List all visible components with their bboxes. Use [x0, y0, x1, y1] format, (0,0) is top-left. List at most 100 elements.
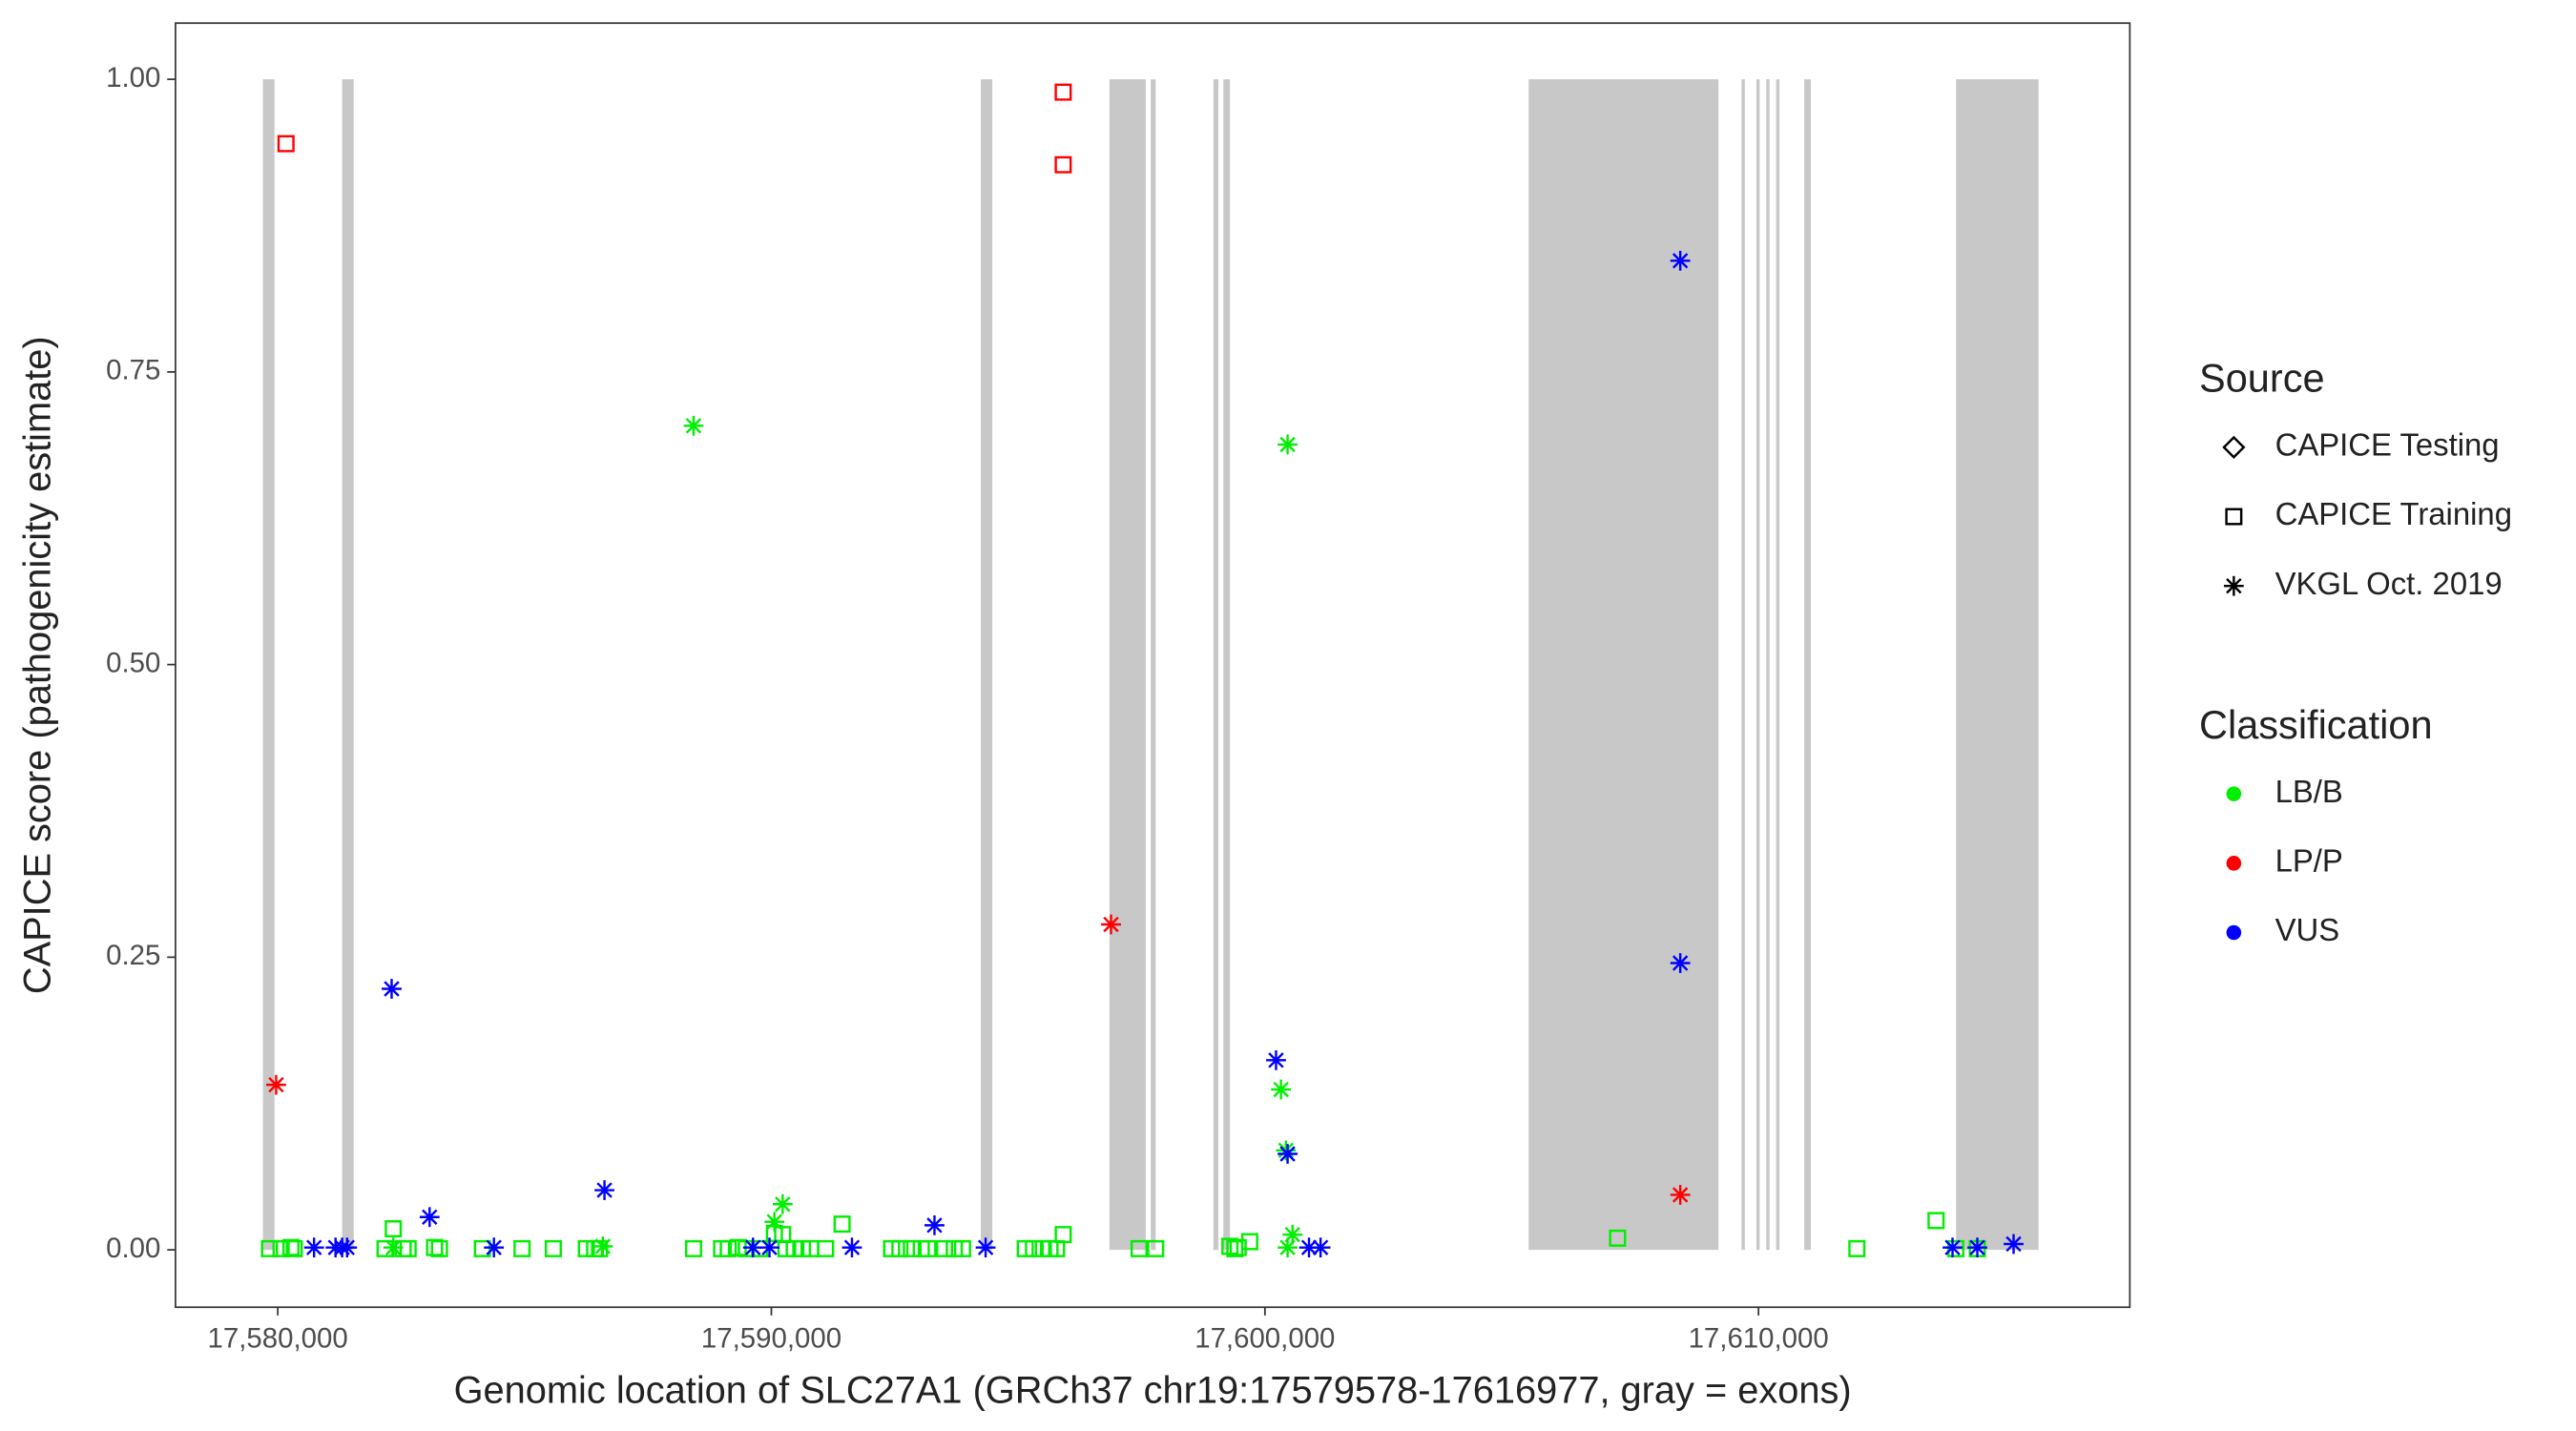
- asterisk-point: [1282, 1224, 1303, 1245]
- square-point: [544, 1239, 562, 1257]
- square-point: [684, 1239, 702, 1257]
- marker: [1672, 955, 1689, 971]
- square-point: [935, 1239, 953, 1257]
- legend-title: Source: [2199, 356, 2325, 401]
- asterisk-point: [382, 979, 402, 999]
- marker: [1054, 83, 1072, 101]
- square-point: [953, 1239, 971, 1257]
- asterisk-point: [1278, 1237, 1298, 1258]
- marker: [1240, 1233, 1258, 1251]
- asterisk-point: [1670, 250, 1691, 271]
- legend-label: LB/B: [2275, 774, 2343, 809]
- square-point: [1229, 1238, 1247, 1256]
- asterisk-point: [1942, 1237, 1963, 1258]
- asterisk-point: [1967, 1237, 1987, 1258]
- marker: [1848, 1239, 1866, 1257]
- marker: [2222, 435, 2246, 459]
- legend-label: CAPICE Training: [2275, 496, 2512, 531]
- exon: [1804, 79, 1811, 1251]
- square-point: [1927, 1212, 1945, 1230]
- marker: [268, 1076, 284, 1093]
- marker: [1672, 1187, 1689, 1203]
- marker: [272, 1239, 290, 1257]
- square-point: [384, 1220, 403, 1238]
- legend-key: [2226, 924, 2242, 941]
- marker: [1609, 1229, 1627, 1247]
- square-point: [473, 1239, 491, 1257]
- y-axis-title: CAPICE score (pathogenicity estimate): [17, 336, 59, 994]
- asterisk-point: [1266, 1049, 1286, 1070]
- marker: [281, 1238, 300, 1256]
- marker: [591, 1239, 609, 1257]
- marker: [1927, 1212, 1945, 1230]
- marker: [339, 1239, 355, 1255]
- marker: [766, 1213, 782, 1230]
- square-point: [399, 1239, 417, 1257]
- asterisk-point: [383, 1237, 404, 1258]
- marker: [919, 1239, 937, 1257]
- square-point: [591, 1239, 609, 1257]
- square-point: [426, 1238, 444, 1256]
- marker: [1054, 1226, 1072, 1244]
- marker: [1147, 1239, 1165, 1257]
- exon: [1766, 79, 1770, 1251]
- marker: [260, 1239, 279, 1257]
- marker: [285, 1239, 303, 1257]
- legend-title: Classification: [2199, 702, 2433, 747]
- marker: [1946, 1239, 1964, 1257]
- y-tick-label: 0.25: [106, 940, 160, 971]
- square-point: [513, 1239, 531, 1257]
- exon: [1741, 79, 1745, 1251]
- marker: [1279, 1239, 1296, 1255]
- square-point: [430, 1239, 448, 1257]
- marker: [305, 1239, 322, 1255]
- square-point: [1054, 156, 1072, 174]
- marker: [775, 1196, 791, 1213]
- square-point: [1147, 1239, 1165, 1257]
- marker: [384, 1220, 403, 1238]
- plot-area: [260, 79, 2039, 1258]
- marker: [1279, 1146, 1296, 1162]
- square-point: [1848, 1239, 1866, 1257]
- marker: [2225, 508, 2243, 526]
- marker: [1268, 1052, 1284, 1068]
- x-tick-label: 17,610,000: [1689, 1323, 1829, 1355]
- exon: [1528, 79, 1719, 1251]
- asterisk-point: [772, 1193, 793, 1214]
- marker: [817, 1239, 835, 1257]
- asterisk-point: [419, 1207, 440, 1228]
- asterisk-point: [841, 1237, 862, 1258]
- y-tick-label: 0.00: [106, 1233, 160, 1264]
- diamond-point: [2222, 435, 2246, 459]
- marker: [1103, 916, 1119, 933]
- asterisk-point: [2223, 575, 2244, 596]
- square-point: [1240, 1233, 1258, 1251]
- marker: [1300, 1239, 1318, 1255]
- square-point: [281, 1238, 300, 1256]
- marker: [977, 1239, 994, 1255]
- marker: [761, 1239, 778, 1255]
- y-tick-label: 1.00: [106, 62, 160, 93]
- marker: [1025, 1239, 1043, 1257]
- exon: [342, 79, 354, 1251]
- square-point: [272, 1239, 290, 1257]
- square-point: [1946, 1239, 1964, 1257]
- asterisk-point: [1278, 1144, 1298, 1164]
- exon: [1223, 79, 1231, 1251]
- legend-label: VUS: [2275, 912, 2340, 947]
- asterisk-point: [1278, 434, 1298, 455]
- square-point: [1054, 83, 1072, 101]
- y-tick-label: 0.50: [106, 647, 160, 678]
- exon: [1755, 79, 1760, 1251]
- marker: [745, 1239, 761, 1255]
- marker: [719, 1239, 737, 1257]
- marker: [486, 1239, 502, 1255]
- marker: [430, 1239, 448, 1257]
- marker: [1312, 1239, 1329, 1255]
- exon: [1776, 79, 1780, 1251]
- square-point: [1025, 1239, 1043, 1257]
- exon: [1109, 79, 1146, 1251]
- asterisk-point: [266, 1074, 286, 1095]
- marker: [903, 1239, 921, 1257]
- square-point: [260, 1239, 279, 1257]
